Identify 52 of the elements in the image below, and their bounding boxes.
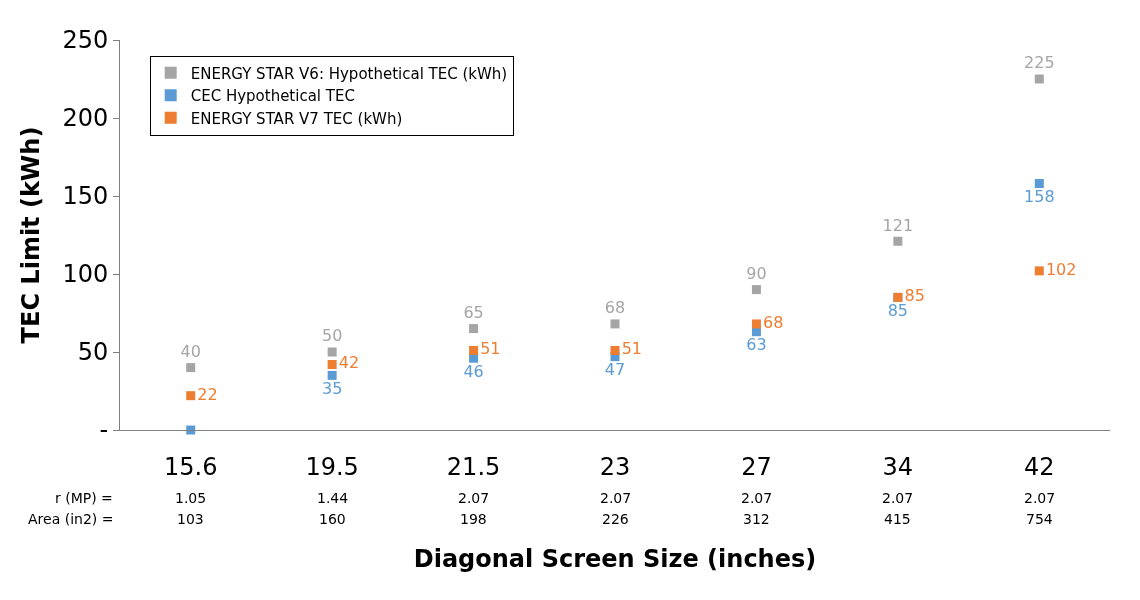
data-label: 90 [746,263,767,283]
x-tick-label: 23 [599,452,631,481]
data-label: 63 [746,335,767,355]
text: 2.07 [1024,490,1056,506]
text: 226 [602,511,629,527]
y-tick-label: 150 [62,182,109,211]
text: Area (in2) = [28,511,114,527]
text: 1.05 [175,490,207,506]
x-tick-label: 15.6 [163,452,218,481]
x-tick-label: 27 [741,452,772,481]
data-label: 42 [338,353,360,373]
data-label: 40 [180,341,201,361]
text: 1.44 [317,490,349,506]
data-label: 22 [197,384,218,404]
x-tick-label: 42 [1024,452,1055,481]
legend-label: CEC Hypothetical TEC [190,87,355,106]
y-tick-label: 50 [77,338,109,367]
text: 103 [177,511,204,527]
data-label: 46 [463,361,484,381]
text: 198 [460,511,487,527]
y-axis-title: TEC Limit (kWh) [17,126,46,344]
data-label: 47 [604,360,626,380]
x-tick-label: 21.5 [446,452,501,481]
data-label: 51 [621,339,642,359]
data-label: 68 [763,312,784,332]
text: 754 [1026,511,1053,527]
text: 415 [884,511,911,527]
y-tick-label: 200 [62,104,109,133]
data-label: 51 [480,339,501,359]
data-label: 158 [1024,187,1055,207]
text: 2.07 [741,490,773,506]
y-tick-label: 250 [62,26,109,55]
text: 312 [743,511,770,527]
data-label: 68 [604,298,626,318]
legend-label: ENERGY STAR V6: Hypothetical TEC (kWh) [190,64,508,83]
x-tick-label: 19.5 [305,452,359,481]
data-label: 50 [321,326,343,346]
data-label: 121 [882,215,914,235]
data-label: 225 [1024,53,1055,73]
text: 2.07 [882,490,914,506]
text: 2.07 [458,490,490,506]
text: 160 [319,511,346,527]
data-label: 65 [463,302,484,322]
legend-label: ENERGY STAR V7 TEC (kWh) [190,109,403,128]
data-label: 102 [1045,259,1077,279]
y-tick-label: - [99,416,109,445]
y-tick-label: 100 [62,260,109,289]
x-axis-title: Diagonal Screen Size (inches) [413,545,817,574]
text: 2.07 [600,490,632,506]
x-tick-label: 34 [882,452,914,481]
text: r (MP) = [55,490,113,506]
data-label: 35 [321,379,343,399]
